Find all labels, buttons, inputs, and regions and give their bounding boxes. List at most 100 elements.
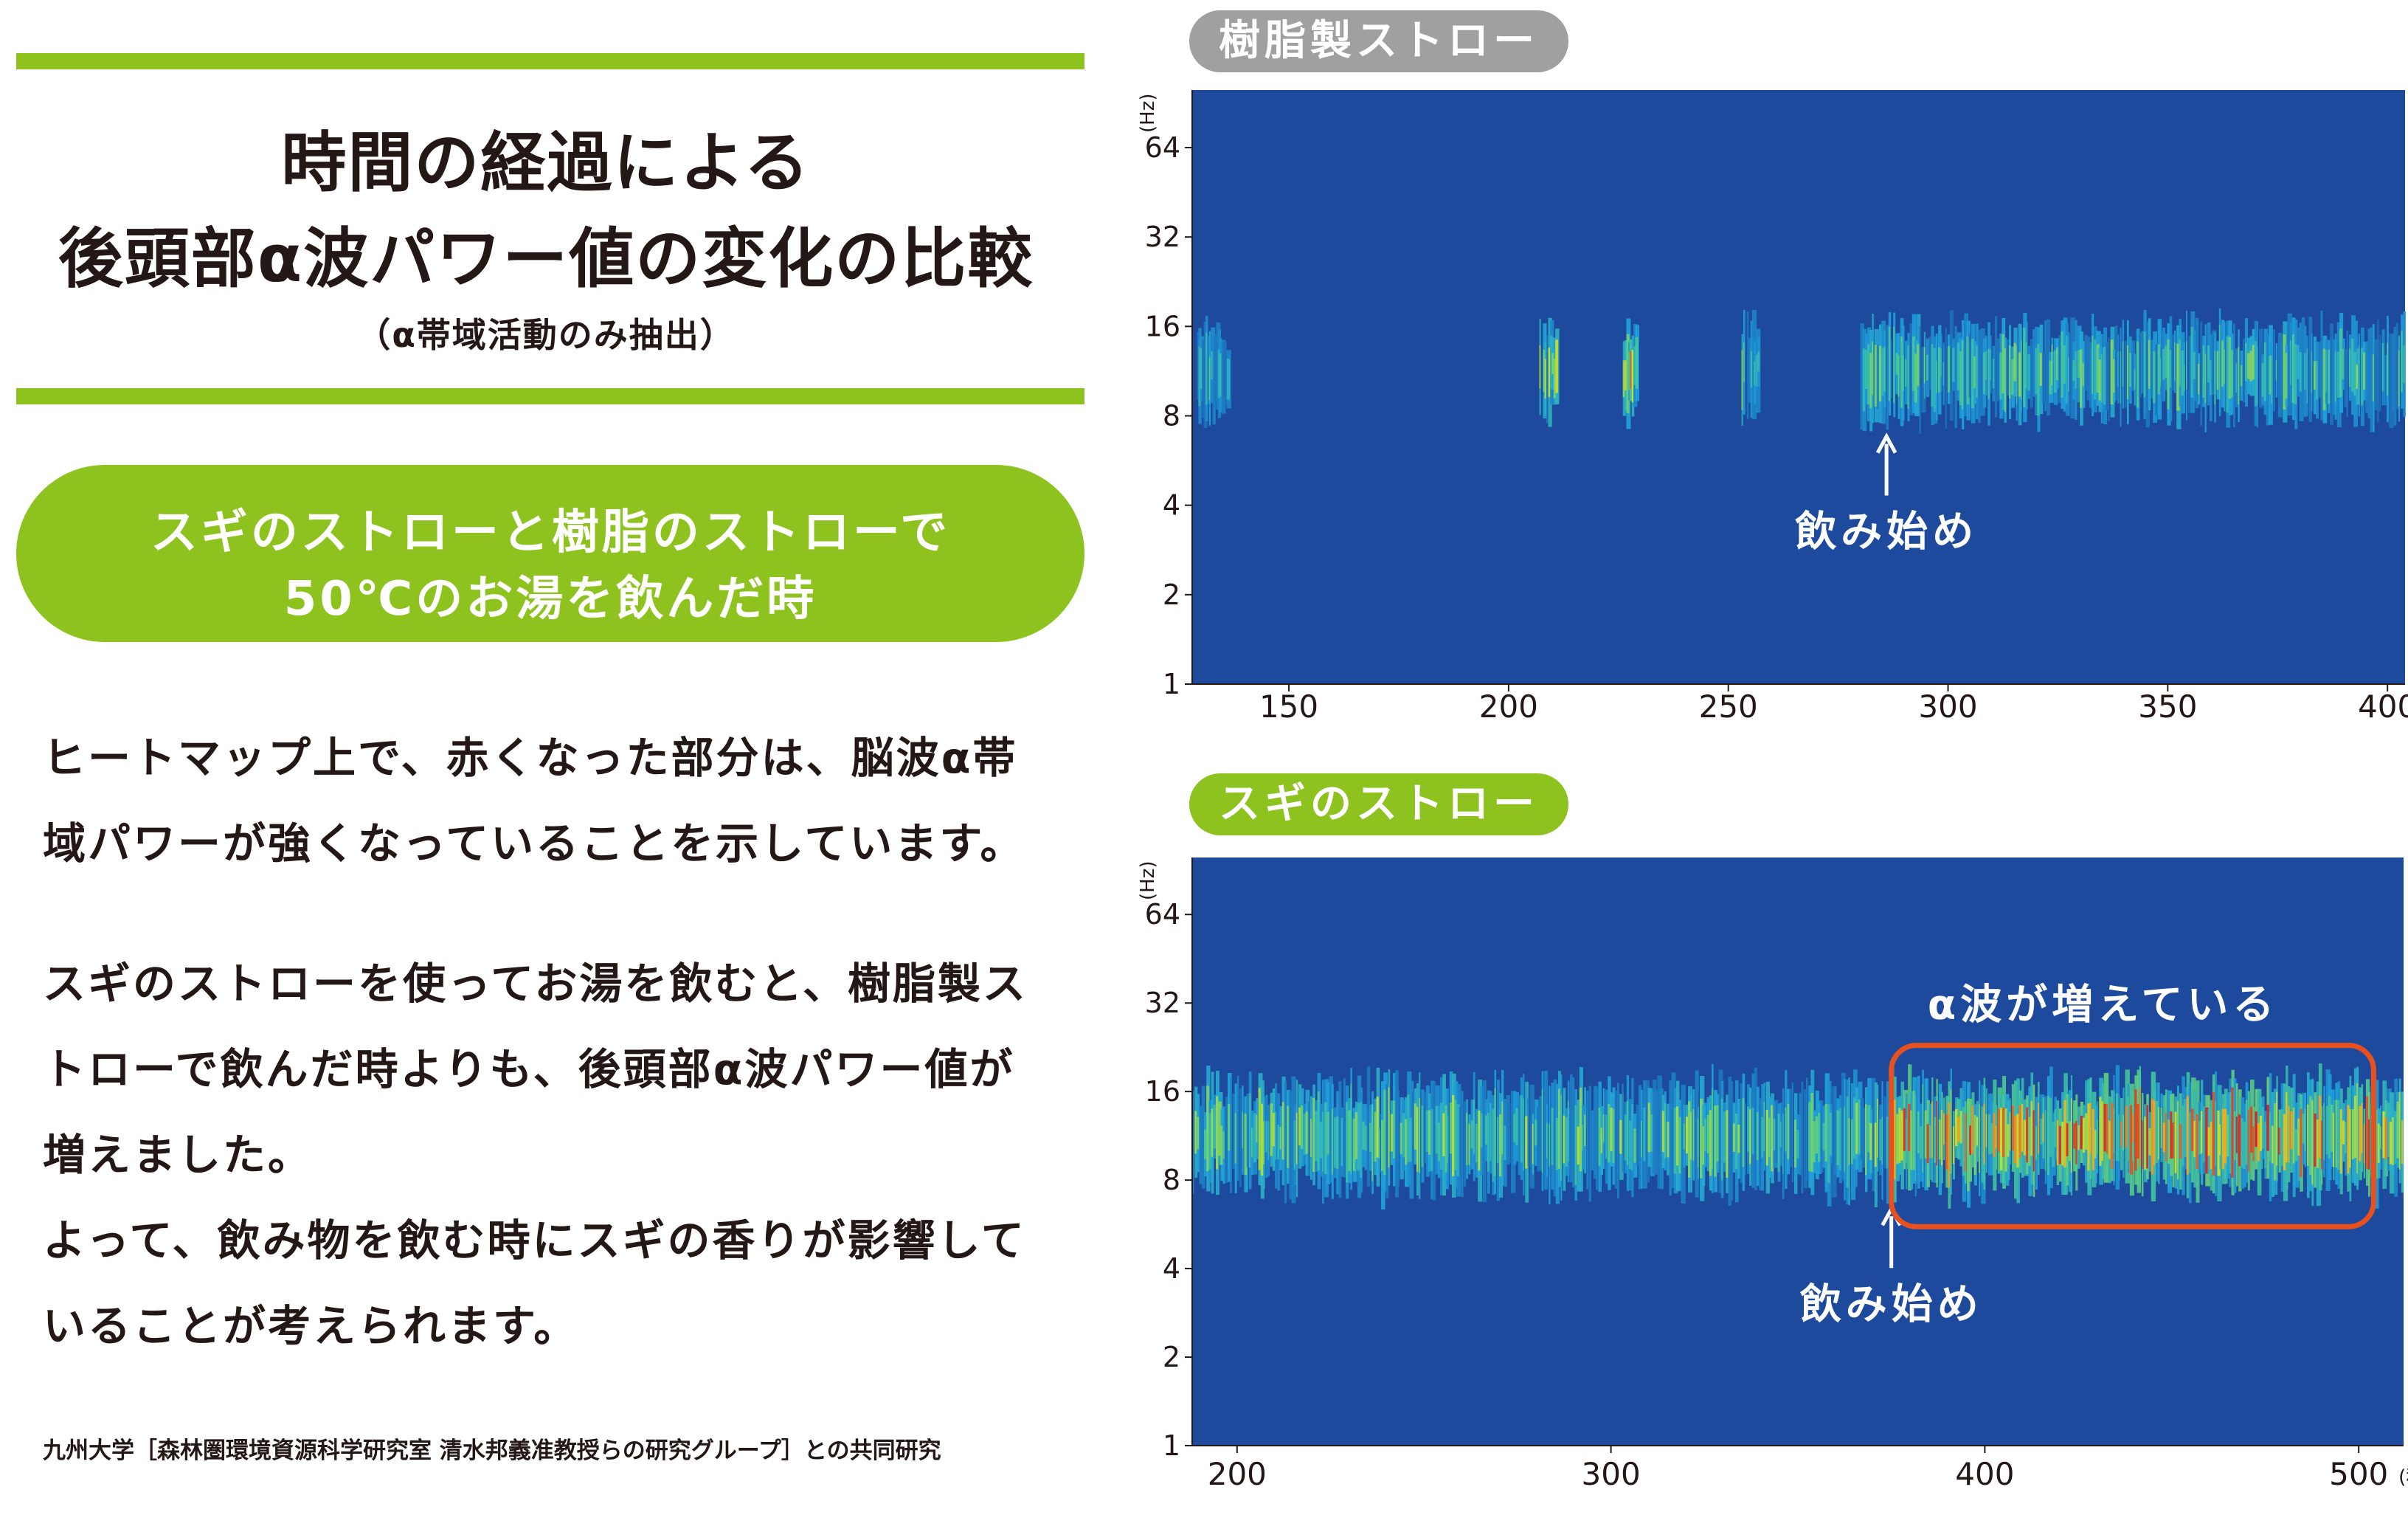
activity-core bbox=[1267, 1121, 1269, 1160]
activity-core bbox=[1490, 1103, 1491, 1161]
activity-streak bbox=[1539, 1096, 1541, 1171]
activity-core bbox=[1993, 1114, 1996, 1157]
activity-core bbox=[1249, 1094, 1251, 1168]
activity-core bbox=[1641, 1121, 1642, 1157]
activity-core bbox=[2122, 1115, 2124, 1150]
activity-core bbox=[1931, 345, 1933, 407]
activity-core bbox=[2153, 1101, 2155, 1165]
condition-pill: スギのストローと樹脂のストローで 50℃のお湯を飲んだ時 bbox=[16, 465, 1084, 642]
activity-core bbox=[2075, 1121, 2077, 1164]
activity-core bbox=[1761, 1117, 1763, 1158]
activity-core bbox=[2103, 347, 2106, 404]
activity-core bbox=[2031, 1101, 2033, 1156]
y-tick-label: 2 bbox=[1163, 579, 1180, 611]
activity-core bbox=[2090, 1102, 2092, 1153]
activity-core bbox=[1869, 1123, 1872, 1160]
activity-core bbox=[1275, 1112, 1276, 1160]
activity-core bbox=[1951, 1090, 1952, 1174]
activity-core bbox=[2219, 325, 2221, 400]
activity-streak bbox=[2233, 324, 2235, 427]
activity-core bbox=[1360, 1102, 1362, 1178]
activity-core bbox=[2179, 339, 2181, 387]
y-tick-label: 64 bbox=[1145, 131, 1180, 164]
activity-core bbox=[1704, 1119, 1706, 1151]
activity-core bbox=[1910, 1111, 1912, 1170]
activity-core bbox=[1227, 359, 1230, 400]
activity-streak bbox=[1596, 1088, 1598, 1190]
activity-core bbox=[2366, 1096, 2369, 1168]
activity-core bbox=[1906, 1119, 1907, 1164]
activity-core bbox=[1780, 1121, 1782, 1147]
activity-core bbox=[1937, 1101, 1938, 1166]
activity-core bbox=[2319, 1096, 2321, 1159]
activity-streak bbox=[1589, 1086, 1591, 1202]
activity-core bbox=[2373, 354, 2374, 401]
activity-core bbox=[2134, 370, 2136, 390]
activity-core bbox=[1310, 1119, 1312, 1157]
paragraph1-line: 域パワーが強くなっていることを示しています。 bbox=[43, 809, 1025, 871]
activity-streak bbox=[1731, 1081, 1734, 1201]
activity-core bbox=[2215, 1102, 2216, 1166]
cedar-straw-badge: スギのストロー bbox=[1189, 773, 1568, 835]
activity-core bbox=[1985, 351, 1987, 380]
activity-core bbox=[2011, 359, 2014, 395]
activity-core bbox=[2174, 342, 2176, 382]
activity-core bbox=[2163, 1122, 2165, 1152]
activity-core bbox=[2321, 1121, 2322, 1170]
activity-core bbox=[2362, 1103, 2363, 1153]
activity-core bbox=[1743, 1098, 1745, 1167]
activity-core bbox=[2328, 1096, 2331, 1158]
activity-core bbox=[1976, 1117, 1978, 1146]
activity-core bbox=[1601, 1128, 1602, 1153]
activity-core bbox=[1504, 1125, 1506, 1160]
activity-core bbox=[2023, 328, 2026, 407]
activity-core bbox=[1702, 1126, 1704, 1164]
activity-streak bbox=[1225, 1097, 1228, 1183]
x-tick-label: 250 bbox=[1699, 689, 1758, 725]
activity-core bbox=[1986, 1114, 1987, 1147]
activity-core bbox=[2269, 1112, 2272, 1162]
activity-core bbox=[1287, 1105, 1290, 1167]
activity-core bbox=[2207, 345, 2210, 382]
activity-core bbox=[1907, 345, 1909, 408]
activity-core bbox=[2037, 344, 2039, 415]
x-tick-label: 300 bbox=[1582, 1456, 1641, 1492]
activity-core bbox=[1513, 1114, 1515, 1142]
activity-core bbox=[1220, 1125, 1222, 1164]
activity-core bbox=[1205, 333, 1208, 405]
activity-core bbox=[2220, 1125, 2221, 1155]
activity-core bbox=[2401, 331, 2403, 393]
activity-streak bbox=[1572, 1077, 1574, 1187]
activity-core bbox=[1879, 346, 1882, 402]
activity-core bbox=[1301, 1105, 1303, 1149]
activity-core bbox=[1726, 1110, 1728, 1177]
activity-core bbox=[1924, 348, 1926, 384]
activity-core bbox=[2170, 350, 2172, 388]
activity-core bbox=[1332, 1109, 1333, 1175]
activity-core bbox=[1608, 1104, 1610, 1162]
y-tick-label: 64 bbox=[1145, 898, 1180, 931]
y-tick-label: 16 bbox=[1145, 310, 1180, 342]
activity-core bbox=[2127, 345, 2128, 399]
activity-core bbox=[2294, 344, 2297, 404]
activity-core bbox=[1556, 1118, 1559, 1170]
activity-core bbox=[2328, 350, 2330, 404]
activity-core bbox=[1428, 1111, 1430, 1155]
activity-core bbox=[2210, 1122, 2212, 1170]
activity-core bbox=[2106, 1104, 2108, 1154]
activity-core bbox=[1879, 1119, 1882, 1160]
activity-core bbox=[2345, 1122, 2346, 1153]
activity-core bbox=[2257, 347, 2258, 405]
activity-core bbox=[2232, 1088, 2234, 1178]
activity-core bbox=[2189, 1112, 2191, 1173]
activity-core bbox=[1816, 1117, 1819, 1153]
activity-streak bbox=[1461, 1091, 1464, 1197]
activity-core bbox=[1549, 1124, 1550, 1167]
activity-core bbox=[1468, 1124, 1470, 1165]
activity-core bbox=[2307, 1105, 2309, 1166]
activity-core bbox=[1920, 1127, 1923, 1159]
y-tick-label: 2 bbox=[1163, 1341, 1180, 1373]
activity-core bbox=[2038, 1103, 2039, 1154]
activity-streak bbox=[1886, 325, 1889, 429]
activity-core bbox=[1223, 1131, 1225, 1159]
